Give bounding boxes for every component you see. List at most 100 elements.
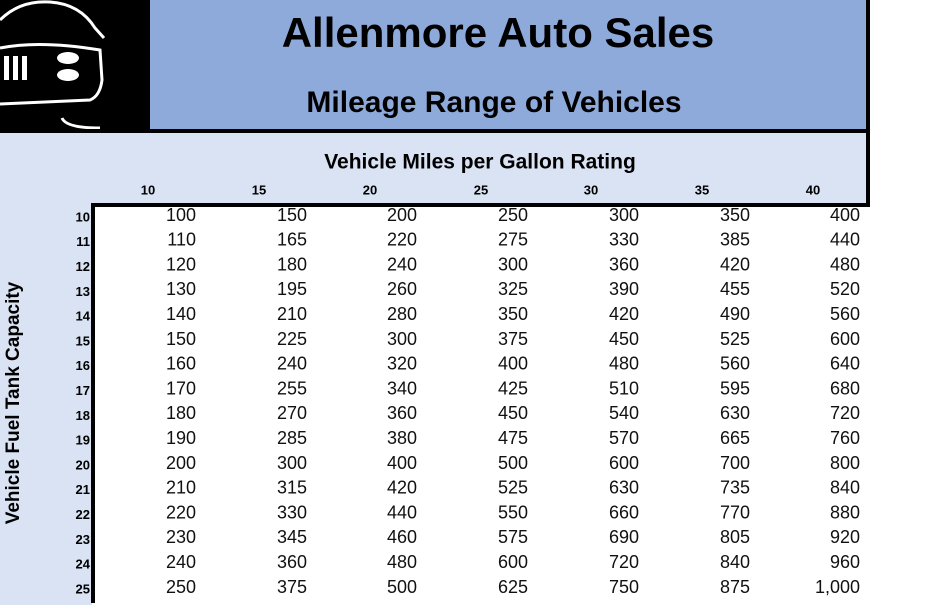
cell: 340: [387, 378, 417, 398]
row-title: Vehicle Fuel Tank Capacity: [3, 281, 24, 524]
cell: 760: [830, 428, 860, 448]
column-label: 40: [806, 182, 820, 197]
cell: 500: [387, 577, 417, 597]
cell: 180: [277, 254, 307, 274]
subtitle: Mileage Range of Vehicles: [306, 86, 681, 119]
cell: 285: [277, 428, 307, 448]
row-label: 16: [76, 358, 90, 373]
row-label: 11: [76, 234, 90, 249]
cell: 880: [830, 502, 860, 522]
cell: 875: [720, 577, 750, 597]
cell: 250: [166, 577, 196, 597]
cell: 270: [277, 403, 307, 423]
cell: 200: [387, 205, 417, 225]
cell: 560: [830, 304, 860, 324]
row-label: 19: [76, 433, 90, 448]
cell: 550: [498, 502, 528, 522]
cell: 250: [498, 205, 528, 225]
cell: 195: [277, 279, 307, 299]
cell: 660: [609, 502, 639, 522]
cell: 600: [830, 329, 860, 349]
cell: 300: [277, 453, 307, 473]
cell: 360: [277, 552, 307, 572]
cell: 625: [498, 577, 528, 597]
cell: 600: [609, 453, 639, 473]
cell: 360: [609, 254, 639, 274]
row-label: 25: [76, 581, 90, 596]
cell: 190: [166, 428, 196, 448]
cell: 200: [166, 453, 196, 473]
cell: 595: [720, 378, 750, 398]
cell: 240: [166, 552, 196, 572]
cell: 330: [277, 502, 307, 522]
cell: 440: [830, 230, 860, 250]
row-header-area: [0, 205, 92, 605]
cell: 170: [166, 378, 196, 398]
column-label: 10: [141, 182, 155, 197]
cell: 225: [277, 329, 307, 349]
cell: 110: [167, 230, 196, 250]
cell: 150: [277, 205, 307, 225]
cell: 700: [720, 453, 750, 473]
cell: 800: [830, 453, 860, 473]
cell: 260: [387, 279, 417, 299]
cell: 350: [720, 205, 750, 225]
title: Allenmore Auto Sales: [282, 9, 715, 56]
cell: 160: [166, 354, 196, 374]
cell: 230: [166, 527, 196, 547]
cell: 220: [387, 230, 417, 250]
cell: 455: [720, 279, 750, 299]
column-label: 35: [695, 182, 709, 197]
cell: 385: [720, 230, 750, 250]
cell: 570: [609, 428, 639, 448]
cell: 665: [720, 428, 750, 448]
column-label: 30: [584, 182, 598, 197]
row-label: 14: [76, 309, 91, 324]
cell: 460: [387, 527, 417, 547]
cell: 420: [387, 478, 417, 498]
cell: 450: [498, 403, 528, 423]
cell: 600: [498, 552, 528, 572]
cell: 560: [720, 354, 750, 374]
banner: [150, 0, 866, 131]
column-header-area: [0, 133, 866, 205]
cell: 330: [609, 230, 639, 250]
cell: 720: [830, 403, 860, 423]
cell: 280: [387, 304, 417, 324]
cell: 420: [609, 304, 639, 324]
cell: 960: [830, 552, 860, 572]
cell: 630: [609, 478, 639, 498]
cell: 490: [720, 304, 750, 324]
cell: 165: [277, 230, 307, 250]
cell: 380: [387, 428, 417, 448]
cell: 840: [720, 552, 750, 572]
cell: 420: [720, 254, 750, 274]
cell: 350: [498, 304, 528, 324]
cell: 240: [387, 254, 417, 274]
cell: 360: [387, 403, 417, 423]
cell: 630: [720, 403, 750, 423]
cell: 210: [166, 478, 196, 498]
column-label: 15: [252, 182, 266, 197]
cell: 475: [498, 428, 528, 448]
cell: 525: [498, 478, 528, 498]
row-label: 15: [76, 333, 90, 348]
cell: 375: [277, 577, 307, 597]
cell: 100: [166, 205, 196, 225]
row-label: 23: [76, 532, 90, 547]
row-label: 17: [76, 383, 90, 398]
cell: 315: [277, 478, 307, 498]
cell: 680: [830, 378, 860, 398]
cell: 440: [387, 502, 417, 522]
cell: 805: [720, 527, 750, 547]
cell: 120: [166, 254, 196, 274]
cell: 510: [609, 378, 639, 398]
cell: 345: [277, 527, 307, 547]
row-label: 22: [76, 507, 90, 522]
cell: 130: [166, 279, 196, 299]
cell: 325: [498, 279, 528, 299]
cell: 240: [277, 354, 307, 374]
row-label: 13: [76, 284, 90, 299]
